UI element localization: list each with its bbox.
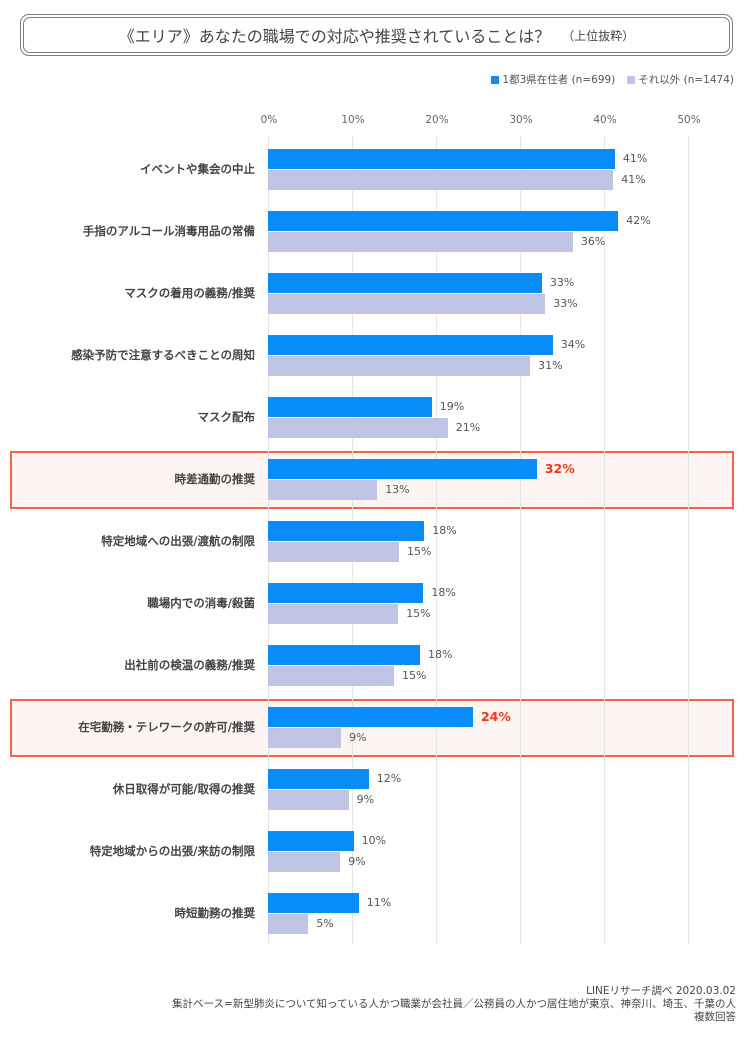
legend-item-tokyo-area: 1都3県在住者 (n=699) xyxy=(491,72,615,87)
bar-tokyo-area xyxy=(268,211,619,231)
bar-other xyxy=(268,542,400,562)
bar-tokyo-area xyxy=(268,521,425,541)
value-label-tokyo-area: 19% xyxy=(439,400,465,413)
bar-tokyo-area xyxy=(268,459,537,479)
bar-tokyo-area xyxy=(268,893,359,913)
value-label-other: 15% xyxy=(406,607,431,620)
category-label: 手指のアルコール消毒用品の常備 xyxy=(82,224,255,238)
legend-label: 1都3県在住者 (n=699) xyxy=(502,74,616,86)
value-label-other: 21% xyxy=(455,421,481,434)
x-axis-tick-label: 10% xyxy=(341,114,365,126)
bar-other xyxy=(268,728,342,748)
category-label: マスクの着用の義務/推奨 xyxy=(124,286,255,300)
category-label: 出社前の検温の義務/推奨 xyxy=(124,658,255,672)
category-label: 時短勤務の推奨 xyxy=(174,906,256,920)
bar-other xyxy=(268,914,309,934)
title-main: 《エリア》あなたの職場での対応や推奨されていることは？ xyxy=(118,27,551,46)
x-axis-tick-label: 40% xyxy=(593,114,617,126)
category-label: 感染予防で注意するべきことの周知 xyxy=(71,348,255,362)
value-label-other: 9% xyxy=(349,731,367,744)
value-label-other: 31% xyxy=(538,359,563,372)
value-label-other: 33% xyxy=(553,297,578,310)
bar-tokyo-area xyxy=(268,645,421,665)
x-axis-tick-label: 0% xyxy=(260,114,278,126)
bar-other xyxy=(268,790,349,810)
value-label-tokyo-area: 42% xyxy=(626,214,651,227)
bar-tokyo-area xyxy=(268,273,542,293)
bar-tokyo-area xyxy=(268,831,354,851)
category-label: 特定地域からの出張/来訪の制限 xyxy=(89,844,255,858)
footer-base: 集計ベース=新型肺炎について知っている人かつ職業が会社員／公務員の人かつ居住地が… xyxy=(172,998,736,1010)
title-box: 《エリア》あなたの職場での対応や推奨されていることは？ （上位抜粋） xyxy=(20,14,733,56)
footer: LINEリサーチ調べ 2020.03.02 集計ベース=新型肺炎について知ってい… xyxy=(172,985,736,1024)
gridline xyxy=(520,136,521,944)
bar-tokyo-area xyxy=(268,583,424,603)
value-label-tokyo-area: 32% xyxy=(544,461,575,476)
category-label: イベントや集会の中止 xyxy=(140,162,255,176)
bar-tokyo-area xyxy=(268,335,553,355)
value-label-other: 15% xyxy=(407,545,432,558)
value-label-tokyo-area: 12% xyxy=(376,772,402,785)
bar-other xyxy=(268,852,341,872)
bar-other xyxy=(268,232,573,252)
chart-title: 《エリア》あなたの職場での対応や推奨されていることは？ （上位抜粋） xyxy=(21,15,732,55)
value-label-other: 41% xyxy=(621,173,646,186)
bar-tokyo-area xyxy=(268,397,432,417)
category-label: 時差通勤の推奨 xyxy=(174,472,256,486)
gridline xyxy=(604,136,605,944)
value-label-tokyo-area: 11% xyxy=(366,896,392,909)
footer-source: LINEリサーチ調べ 2020.03.02 xyxy=(586,985,736,997)
value-label-other: 15% xyxy=(402,669,427,682)
value-label-tokyo-area: 10% xyxy=(361,834,387,847)
value-label-tokyo-area: 24% xyxy=(480,709,511,724)
category-label: 職場内での消毒/殺菌 xyxy=(147,596,255,610)
legend: 1都3県在住者 (n=699) それ以外 (n=1474) xyxy=(491,72,734,87)
value-label-other: 9% xyxy=(356,793,375,806)
bar-tokyo-area xyxy=(268,149,615,169)
bar-tokyo-area xyxy=(268,707,473,727)
bar-other xyxy=(268,170,614,190)
bar-other xyxy=(268,604,399,624)
category-label: 特定地域への出張/渡航の制限 xyxy=(101,534,255,548)
value-label-tokyo-area: 33% xyxy=(549,276,575,289)
value-label-other: 9% xyxy=(348,855,366,868)
value-label-tokyo-area: 18% xyxy=(432,524,457,537)
title-sub: （上位抜粋） xyxy=(562,28,635,43)
value-label-tokyo-area: 41% xyxy=(622,152,648,165)
x-axis-tick-label: 20% xyxy=(425,114,449,126)
legend-swatch-blue-icon xyxy=(491,75,500,84)
bar-tokyo-area xyxy=(268,769,369,789)
legend-label: それ以外 (n=1474) xyxy=(638,74,734,86)
gridline xyxy=(436,136,437,944)
value-label-tokyo-area: 18% xyxy=(428,648,453,661)
bar-other xyxy=(268,480,378,500)
footer-note: 複数回答 xyxy=(694,1011,736,1023)
value-label-other: 36% xyxy=(580,235,606,248)
value-label-tokyo-area: 34% xyxy=(560,338,586,351)
bar-other xyxy=(268,418,448,438)
category-label: マスク配布 xyxy=(197,410,256,424)
category-label: 休日取得が可能/取得の推奨 xyxy=(112,782,255,796)
value-label-other: 5% xyxy=(316,917,334,930)
bar-other xyxy=(268,294,546,314)
x-axis-tick-label: 30% xyxy=(509,114,533,126)
value-label-tokyo-area: 18% xyxy=(431,586,456,599)
legend-swatch-lavender-icon xyxy=(627,75,636,84)
value-label-other: 13% xyxy=(385,483,410,496)
bar-other xyxy=(268,356,531,376)
legend-item-other: それ以外 (n=1474) xyxy=(627,72,734,87)
category-label: 在宅勤務・テレワークの許可/推奨 xyxy=(78,720,255,734)
gridline xyxy=(688,136,689,944)
x-axis-tick-label: 50% xyxy=(677,114,701,126)
bar-other xyxy=(268,666,394,686)
